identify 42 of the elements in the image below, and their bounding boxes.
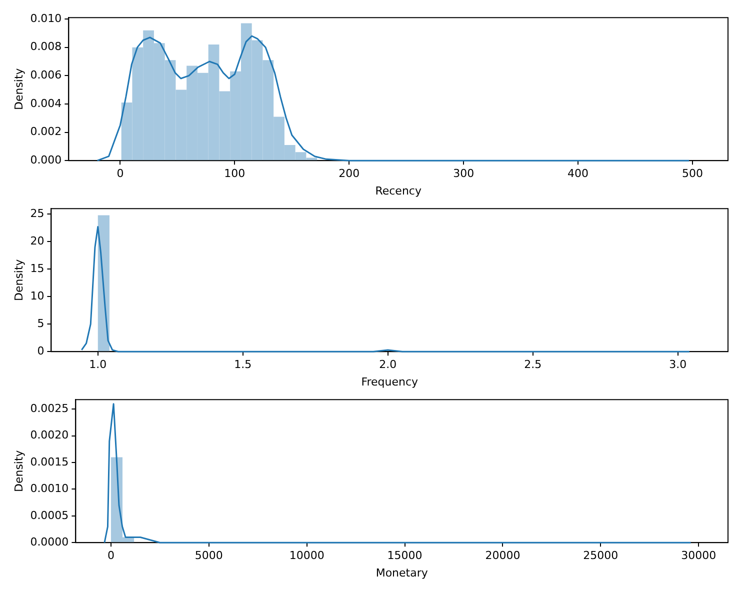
x-tick-label: 1.0 bbox=[89, 358, 107, 372]
x-tick-label: 0 bbox=[107, 549, 114, 562]
y-tick-label: 15 bbox=[30, 262, 44, 275]
y-tick-label: 25 bbox=[30, 206, 44, 220]
x-tick-label: 400 bbox=[568, 167, 589, 180]
x-tick-label: 100 bbox=[224, 167, 246, 180]
x-tick-label: 500 bbox=[682, 167, 704, 180]
x-tick-label: 20000 bbox=[485, 549, 520, 562]
y-tick-label: 0.002 bbox=[30, 125, 62, 138]
x-tick-label: 2.0 bbox=[379, 358, 397, 372]
y-tick-label: 0 bbox=[37, 344, 44, 358]
y-tick-label: 0.010 bbox=[30, 12, 62, 25]
y-tick-label: 0.000 bbox=[30, 153, 62, 166]
x-tick-label: 25000 bbox=[583, 549, 618, 562]
y-axis-title: Density bbox=[12, 258, 26, 302]
y-tick-label: 5 bbox=[37, 316, 44, 330]
y-tick-label: 0.0015 bbox=[30, 455, 69, 468]
x-tick-label: 1.5 bbox=[234, 358, 252, 372]
x-tick-label: 15000 bbox=[387, 549, 422, 562]
y-tick-label: 20 bbox=[30, 234, 44, 248]
x-tick-label: 0 bbox=[116, 167, 124, 180]
x-axis-title: Recency bbox=[375, 184, 422, 198]
x-tick-label: 10000 bbox=[289, 549, 324, 562]
y-axis-title: Density bbox=[12, 68, 26, 110]
y-tick-label: 10 bbox=[30, 289, 44, 302]
y-tick-label: 0.0010 bbox=[30, 482, 69, 496]
y-tick-label: 0.006 bbox=[30, 68, 62, 82]
y-tick-label: 0.0000 bbox=[30, 535, 69, 548]
x-tick-label: 5000 bbox=[194, 549, 223, 562]
x-tick-label: 3.0 bbox=[669, 358, 687, 372]
y-tick-label: 0.0020 bbox=[30, 428, 69, 442]
y-axis-title: Density bbox=[12, 450, 26, 492]
x-axis-title: Frequency bbox=[361, 375, 418, 388]
x-tick-label: 200 bbox=[338, 167, 360, 180]
x-tick-label: 30000 bbox=[681, 549, 716, 562]
y-tick-label: 0.008 bbox=[30, 40, 62, 54]
x-tick-label: 300 bbox=[453, 167, 474, 180]
y-tick-label: 0.004 bbox=[30, 96, 62, 110]
x-tick-label: 2.5 bbox=[524, 358, 542, 372]
y-tick-label: 0.0005 bbox=[30, 508, 69, 522]
x-axis-title: Monetary bbox=[376, 566, 428, 580]
y-tick-label: 0.0025 bbox=[30, 402, 69, 416]
